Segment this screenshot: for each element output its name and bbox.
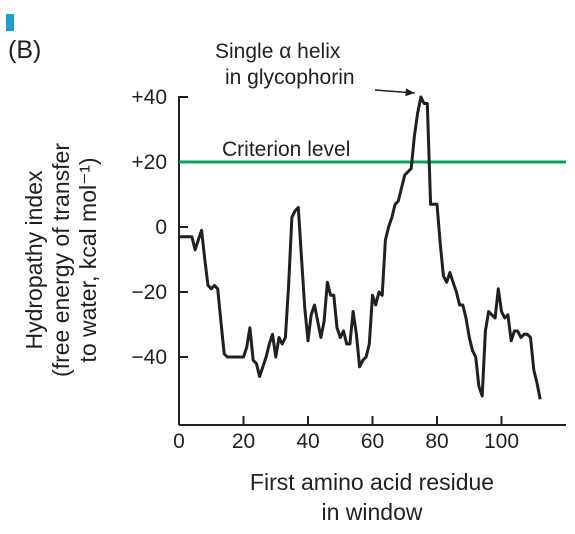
y-tick-label: −20 (131, 281, 167, 304)
peak-annotation-arrowhead (405, 88, 415, 97)
y-axis-title-line: (free energy of transfer (48, 143, 74, 377)
y-axis-title-line: to water, kcal mol⁻¹) (75, 157, 101, 362)
y-tick-label: −40 (131, 346, 167, 369)
chart-labels: Single α helix in glycophorin First amino … (21, 40, 494, 525)
criterion-group: Criterion level (179, 138, 566, 164)
chart-ticks: +40 +20 0 −20 −40 0 20 40 60 80 100 (131, 86, 519, 453)
x-tick-label: 80 (425, 430, 448, 453)
peak-annotation-line-2: in glycophorin (225, 66, 355, 89)
x-tick-label: 40 (296, 430, 319, 453)
x-tick-label: 20 (232, 430, 255, 453)
x-axis-title-line: in window (322, 499, 423, 525)
x-axis-title-line: First amino acid residue (250, 469, 494, 495)
x-tick-label: 100 (484, 430, 519, 453)
y-tick-label: 0 (155, 216, 167, 239)
peak-annotation-line-1: Single α helix (215, 40, 341, 63)
y-tick-label: +40 (131, 86, 167, 109)
x-tick-label: 0 (173, 430, 185, 453)
x-tick-label: 60 (361, 430, 384, 453)
panel-accent-bar (6, 14, 14, 31)
hydropathy-series-line (179, 95, 542, 400)
y-axis-title-line: Hydropathy index (21, 170, 47, 349)
y-tick-label: +20 (131, 151, 167, 174)
chart-series (179, 95, 542, 400)
criterion-label: Criterion level (222, 138, 350, 161)
panel-label: (B) (8, 36, 42, 64)
